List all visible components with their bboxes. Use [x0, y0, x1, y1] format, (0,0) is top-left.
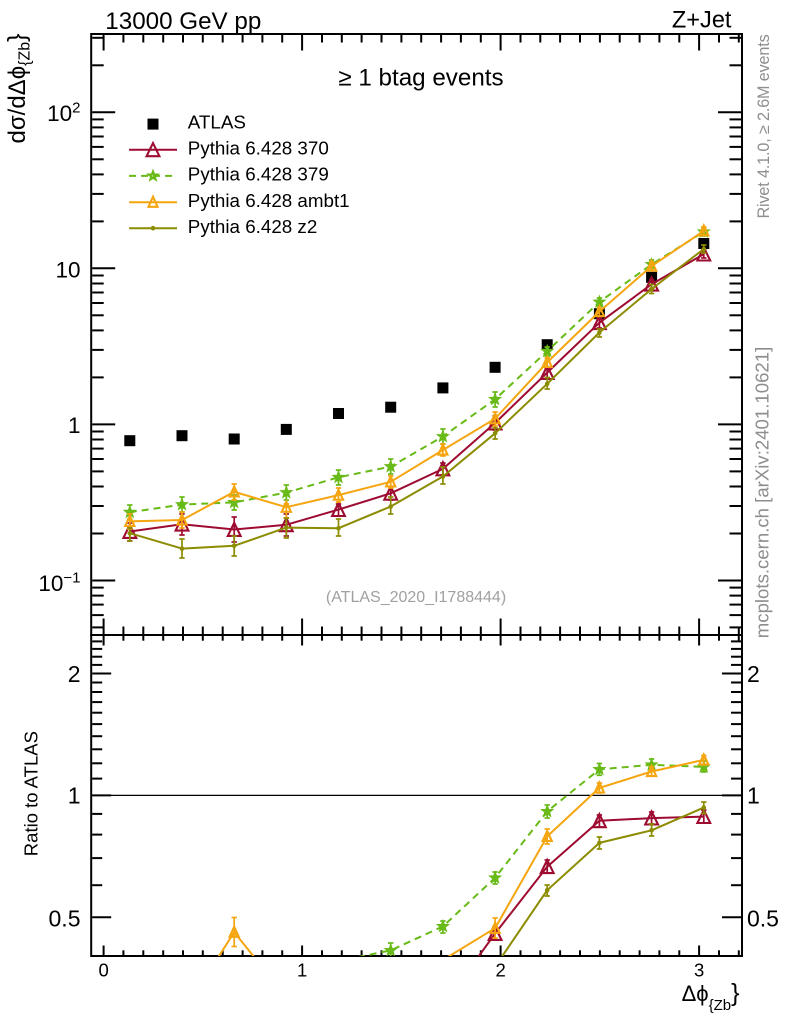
svg-text:2: 2: [68, 661, 81, 687]
svg-text:1: 1: [747, 783, 760, 809]
svg-text:(ATLAS_2020_I1788444): (ATLAS_2020_I1788444): [326, 589, 506, 606]
svg-text:2: 2: [495, 960, 505, 981]
svg-text:Z+Jet: Z+Jet: [672, 8, 732, 34]
svg-text:Pythia 6.428 379: Pythia 6.428 379: [188, 164, 329, 185]
svg-text:≥ 1 btag events: ≥ 1 btag events: [338, 65, 503, 92]
svg-text:0.5: 0.5: [49, 905, 81, 931]
svg-text:3: 3: [694, 960, 704, 981]
svg-text:Pythia 6.428 z2: Pythia 6.428 z2: [188, 216, 317, 237]
svg-text:Pythia 6.428 ambt1: Pythia 6.428 ambt1: [188, 190, 350, 211]
svg-text:10: 10: [55, 257, 80, 282]
svg-text:ATLAS: ATLAS: [188, 112, 246, 133]
svg-text:mcplots.cern.ch [arXiv:2401.10: mcplots.cern.ch [arXiv:2401.10621]: [752, 347, 773, 638]
svg-text:dσ/dΔϕ{Zb}: dσ/dΔϕ{Zb}: [3, 33, 34, 143]
svg-text:Pythia 6.428 370: Pythia 6.428 370: [188, 137, 329, 158]
svg-text:102: 102: [47, 100, 80, 127]
svg-text:2: 2: [747, 661, 760, 687]
svg-text:1: 1: [297, 960, 307, 981]
svg-text:Rivet 4.1.0, ≥ 2.6M events: Rivet 4.1.0, ≥ 2.6M events: [755, 34, 773, 218]
svg-text:13000 GeV pp: 13000 GeV pp: [105, 8, 261, 35]
svg-text:1: 1: [68, 413, 81, 438]
svg-text:1: 1: [68, 783, 81, 809]
svg-text:0: 0: [98, 960, 108, 981]
svg-text:Ratio to ATLAS: Ratio to ATLAS: [20, 731, 41, 856]
svg-text:0.5: 0.5: [747, 905, 779, 931]
